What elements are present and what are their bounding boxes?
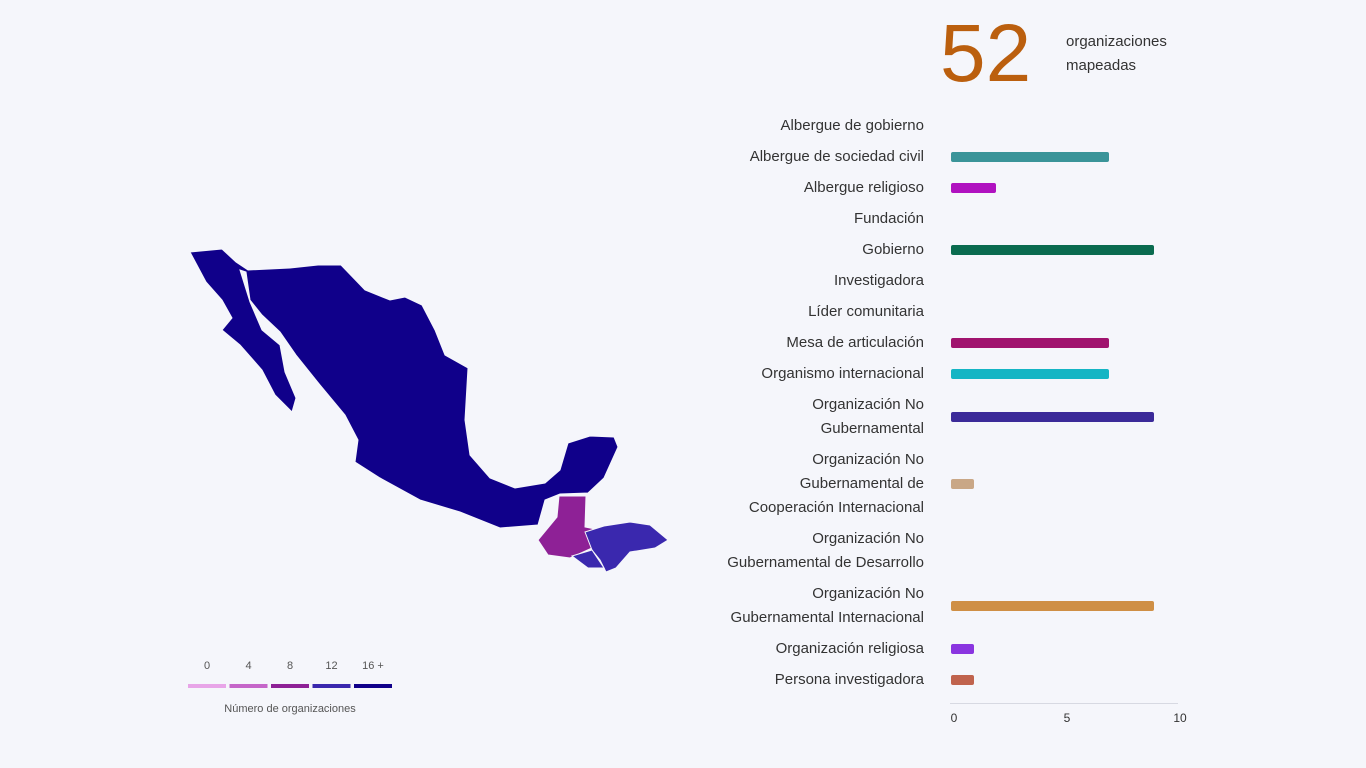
legend-label: 12 <box>325 660 337 672</box>
bar-track <box>951 411 1177 422</box>
category-label: Albergue religioso <box>803 178 924 196</box>
bar-row: Albergue religioso <box>719 172 1179 203</box>
bar-row: Organización No Gubernamental de Coopera… <box>719 444 1179 523</box>
legend-swatch <box>312 684 351 688</box>
category-label: Organización No Gubernamental Internacio… <box>730 584 924 626</box>
bar-row: Gobierno <box>719 234 1179 265</box>
bar-row: Fundación <box>719 203 1179 234</box>
bar <box>951 600 1155 611</box>
map-region <box>570 549 605 569</box>
map-region <box>189 248 619 529</box>
bar-row: Investigadora <box>719 265 1179 296</box>
bar-track <box>951 121 1177 131</box>
bar-track <box>951 600 1177 611</box>
bar-track <box>951 214 1177 224</box>
bar-track <box>951 674 1177 685</box>
legend-label: 16 + <box>362 660 384 672</box>
bar-row: Mesa de articulación <box>719 327 1179 358</box>
legend-label: 4 <box>245 660 251 672</box>
map: Número de organizaciones 0 4 8 12 16 + <box>188 248 669 715</box>
category-label: Albergue de gobierno <box>780 116 924 134</box>
total-count: 52 <box>940 8 1032 99</box>
bar-row: Organismo internacional <box>719 358 1179 389</box>
bar <box>951 182 997 193</box>
bar-track <box>951 244 1177 255</box>
legend-label: 8 <box>287 660 293 672</box>
bar-track <box>951 643 1177 654</box>
bar-row: Albergue de gobierno <box>719 110 1179 141</box>
x-tick-label: 5 <box>1063 711 1071 725</box>
legend-swatch <box>188 684 226 688</box>
bar <box>951 244 1155 255</box>
category-label: Líder comunitaria <box>808 302 924 320</box>
legend-swatch <box>271 684 309 688</box>
bar-row: Líder comunitaria <box>719 296 1179 327</box>
map-region <box>584 521 669 573</box>
category-label: Gobierno <box>862 240 924 258</box>
bar-row: Organización religiosa <box>719 633 1179 664</box>
category-label: Mesa de articulación <box>786 333 924 351</box>
legend-title: Número de organizaciones <box>224 703 356 715</box>
bar-track <box>951 368 1177 379</box>
bar-track <box>951 478 1177 489</box>
bar-track <box>951 276 1177 286</box>
bar-row: Organización No Gubernamental de Desarro… <box>719 523 1179 578</box>
bar-track <box>951 546 1177 556</box>
category-label: Organización No Gubernamental <box>812 395 924 437</box>
bar <box>951 643 974 654</box>
category-label: Investigadora <box>833 271 924 289</box>
category-label: Persona investigadora <box>774 670 924 688</box>
legend-swatch <box>229 684 268 688</box>
bar <box>951 478 974 489</box>
bar-chart: Albergue de gobierno Albergue de sociedad… <box>719 110 1179 695</box>
x-axis <box>950 703 1178 704</box>
category-label: Albergue de sociedad civil <box>749 147 924 165</box>
x-tick-label: 0 <box>950 711 958 725</box>
bar-track <box>951 182 1177 193</box>
category-label: Fundación <box>853 209 924 227</box>
legend-label: 0 <box>204 660 210 672</box>
bar <box>951 368 1110 379</box>
x-tick-label: 10 <box>1173 711 1187 725</box>
category-label: Organismo internacional <box>761 364 924 382</box>
bar-track <box>951 307 1177 317</box>
category-label: Organización No Gubernamental de Desarro… <box>727 529 924 571</box>
bar <box>951 411 1155 422</box>
bar <box>951 337 1110 348</box>
bar-row: Persona investigadora <box>719 664 1179 695</box>
bar-track <box>951 151 1177 162</box>
bar-row: Organización No Gubernamental Internacio… <box>719 578 1179 633</box>
map-region <box>537 495 601 559</box>
total-label: organizaciones mapeadas <box>1066 33 1167 74</box>
bar-track <box>951 337 1177 348</box>
bar <box>951 674 974 685</box>
bar <box>951 151 1110 162</box>
category-label: Organización religiosa <box>775 639 924 657</box>
legend-swatch <box>354 684 392 688</box>
category-label: Organización No Gubernamental de Coopera… <box>748 450 924 516</box>
bar-row: Organización No Gubernamental <box>719 389 1179 444</box>
bar-row: Albergue de sociedad civil <box>719 141 1179 172</box>
